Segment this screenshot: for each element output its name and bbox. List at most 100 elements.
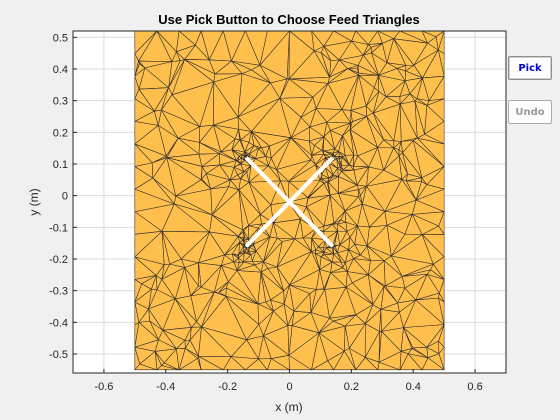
mesh-triangle[interactable] xyxy=(213,73,243,83)
mesh-triangle[interactable] xyxy=(366,179,403,212)
mesh-triangle[interactable] xyxy=(174,203,213,233)
mesh-triangle[interactable] xyxy=(385,96,401,105)
mesh-triangle[interactable] xyxy=(409,77,423,99)
mesh-triangle[interactable] xyxy=(152,157,176,197)
mesh-triangle[interactable] xyxy=(411,214,439,235)
mesh-triangle[interactable] xyxy=(358,195,363,205)
mesh-triangle[interactable] xyxy=(231,138,240,151)
mesh-triangle[interactable] xyxy=(334,135,343,152)
mesh-triangle[interactable] xyxy=(293,293,312,313)
mesh-triangle[interactable] xyxy=(258,335,272,360)
mesh-triangle[interactable] xyxy=(237,171,245,179)
mesh-triangle[interactable] xyxy=(169,258,185,268)
mesh-triangle[interactable] xyxy=(138,87,169,112)
mesh-triangle[interactable] xyxy=(400,348,413,355)
mesh-triangle[interactable] xyxy=(176,44,196,60)
mesh-triangle[interactable] xyxy=(300,96,317,118)
mesh-triangle[interactable] xyxy=(344,325,350,352)
mesh-triangle[interactable] xyxy=(231,30,261,66)
mesh-triangle[interactable] xyxy=(209,59,232,75)
mesh-triangle[interactable] xyxy=(237,158,242,164)
mesh-triangle[interactable] xyxy=(243,244,245,246)
mesh-triangle[interactable] xyxy=(219,153,237,166)
mesh-triangle[interactable] xyxy=(315,252,325,258)
mesh-triangle[interactable] xyxy=(321,150,325,155)
mesh-triangle[interactable] xyxy=(265,145,272,159)
mesh-triangle[interactable] xyxy=(210,179,231,190)
mesh-triangle[interactable] xyxy=(326,109,351,124)
mesh-triangle[interactable] xyxy=(243,254,253,263)
mesh-triangle[interactable] xyxy=(154,339,177,352)
mesh-triangle[interactable] xyxy=(327,68,359,84)
mesh-triangle[interactable] xyxy=(337,249,349,263)
undo-button[interactable]: Undo xyxy=(508,100,552,124)
mesh-triangle[interactable] xyxy=(200,178,212,190)
mesh-triangle[interactable] xyxy=(330,261,343,273)
mesh-triangle[interactable] xyxy=(161,87,173,111)
mesh-triangle[interactable] xyxy=(364,357,380,371)
mesh-triangle[interactable] xyxy=(348,237,355,250)
mesh-triangle[interactable] xyxy=(421,166,445,185)
mesh-triangle[interactable] xyxy=(366,245,385,261)
mesh-triangle[interactable] xyxy=(403,324,445,348)
mesh-triangle[interactable] xyxy=(378,331,402,363)
mesh-triangle[interactable] xyxy=(398,149,403,156)
mesh-triangle[interactable] xyxy=(342,135,355,156)
mesh-triangle[interactable] xyxy=(402,152,423,179)
mesh-triangle[interactable] xyxy=(353,154,358,167)
mesh-triangle[interactable] xyxy=(253,236,271,252)
mesh-triangle[interactable] xyxy=(231,149,243,157)
mesh-triangle[interactable] xyxy=(333,247,338,255)
mesh-triangle[interactable] xyxy=(314,136,325,151)
mesh-triangle[interactable] xyxy=(421,30,437,44)
mesh-triangle[interactable] xyxy=(148,298,176,331)
mesh-triangle[interactable] xyxy=(246,154,250,158)
mesh-triangle[interactable] xyxy=(238,242,244,255)
triangle-mesh[interactable] xyxy=(134,30,445,371)
mesh-triangle[interactable] xyxy=(382,38,394,64)
mesh-triangle[interactable] xyxy=(311,30,324,52)
mesh-triangle[interactable] xyxy=(332,174,339,178)
mesh-triangle[interactable] xyxy=(273,219,301,240)
mesh-triangle[interactable] xyxy=(248,148,259,159)
mesh-triangle[interactable] xyxy=(161,263,170,280)
mesh-triangle[interactable] xyxy=(230,356,259,371)
mesh-triangle[interactable] xyxy=(384,211,413,226)
mesh-triangle[interactable] xyxy=(383,139,395,149)
mesh-triangle[interactable] xyxy=(315,157,327,169)
mesh-triangle[interactable] xyxy=(221,261,238,271)
mesh-triangle[interactable] xyxy=(241,158,245,161)
mesh-triangle[interactable] xyxy=(378,62,398,76)
mesh-triangle[interactable] xyxy=(393,30,428,44)
mesh-triangle[interactable] xyxy=(288,50,330,80)
mesh-triangle[interactable] xyxy=(311,237,326,247)
mesh-triangle[interactable] xyxy=(178,348,198,371)
mesh-triangle[interactable] xyxy=(201,291,227,328)
mesh-triangle[interactable] xyxy=(134,125,167,157)
mesh-triangle[interactable] xyxy=(336,158,341,168)
mesh-triangle[interactable] xyxy=(291,312,320,334)
mesh-triangle[interactable] xyxy=(198,142,220,155)
pick-button[interactable]: Pick xyxy=(508,56,552,80)
mesh-triangle[interactable] xyxy=(166,157,203,180)
mesh-triangle[interactable] xyxy=(309,121,328,138)
mesh-triangle[interactable] xyxy=(350,105,367,117)
mesh-triangle[interactable] xyxy=(244,154,247,157)
mesh-triangle[interactable] xyxy=(422,75,445,102)
mesh-triangle[interactable] xyxy=(426,340,440,354)
mesh-triangle[interactable] xyxy=(380,302,400,313)
mesh-triangle[interactable] xyxy=(372,286,385,310)
mesh-triangle[interactable] xyxy=(333,210,346,224)
mesh-triangle[interactable] xyxy=(358,74,375,107)
mesh-triangle[interactable] xyxy=(415,292,440,301)
mesh-triangle[interactable] xyxy=(323,30,353,47)
mesh-triangle[interactable] xyxy=(184,267,199,297)
mesh-triangle[interactable] xyxy=(288,78,329,98)
mesh-triangle[interactable] xyxy=(246,324,264,341)
mesh-triangle[interactable] xyxy=(430,263,445,280)
mesh-triangle[interactable] xyxy=(232,253,239,263)
mesh-triangle[interactable] xyxy=(198,326,232,357)
mesh-triangle[interactable] xyxy=(134,288,152,310)
mesh-triangle[interactable] xyxy=(351,40,369,56)
mesh-triangle[interactable] xyxy=(239,239,245,245)
